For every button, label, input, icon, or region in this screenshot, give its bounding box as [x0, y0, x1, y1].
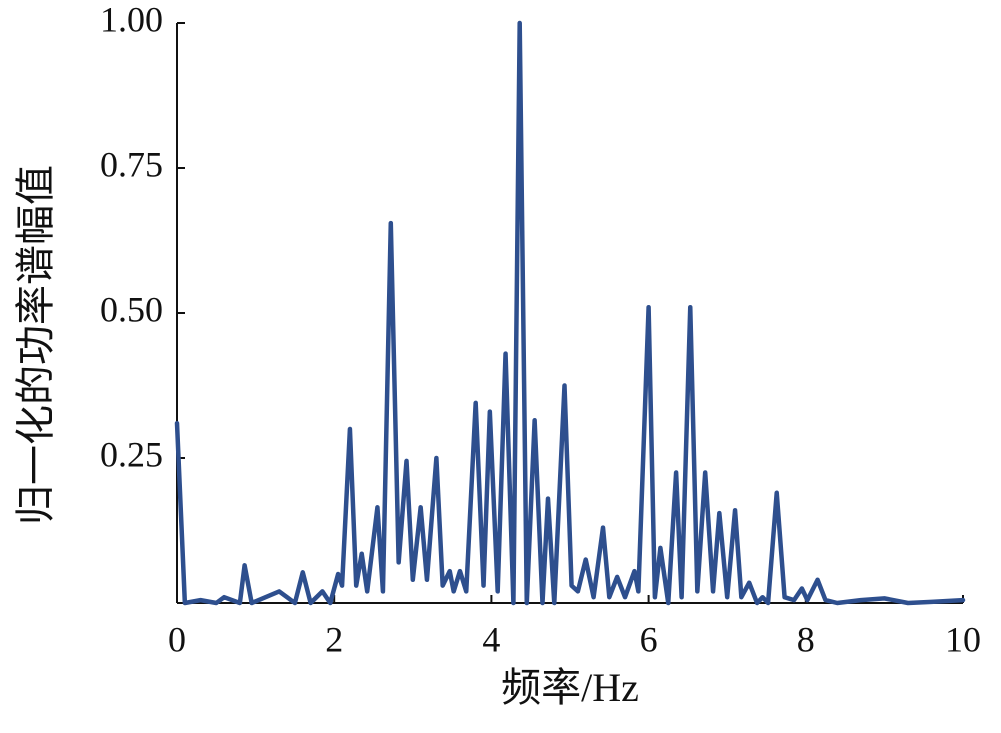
x-tick-label: 6 — [640, 619, 658, 659]
x-tick-label: 8 — [797, 619, 815, 659]
y-tick-label: 1.00 — [100, 0, 163, 39]
data-line — [174, 20, 966, 606]
x-tick-label: 0 — [168, 619, 186, 659]
y-tick-label: 0.50 — [100, 289, 163, 329]
x-tick-label: 2 — [325, 619, 343, 659]
y-tick-label: 0.25 — [100, 434, 163, 474]
y-tick-label: 0.75 — [100, 144, 163, 184]
x-tick-label: 10 — [945, 619, 981, 659]
x-tick-label: 4 — [482, 619, 500, 659]
y-axis-label: 归一化的功率谱幅值 — [13, 165, 58, 525]
x-axis-label: 频率/Hz — [501, 665, 639, 710]
